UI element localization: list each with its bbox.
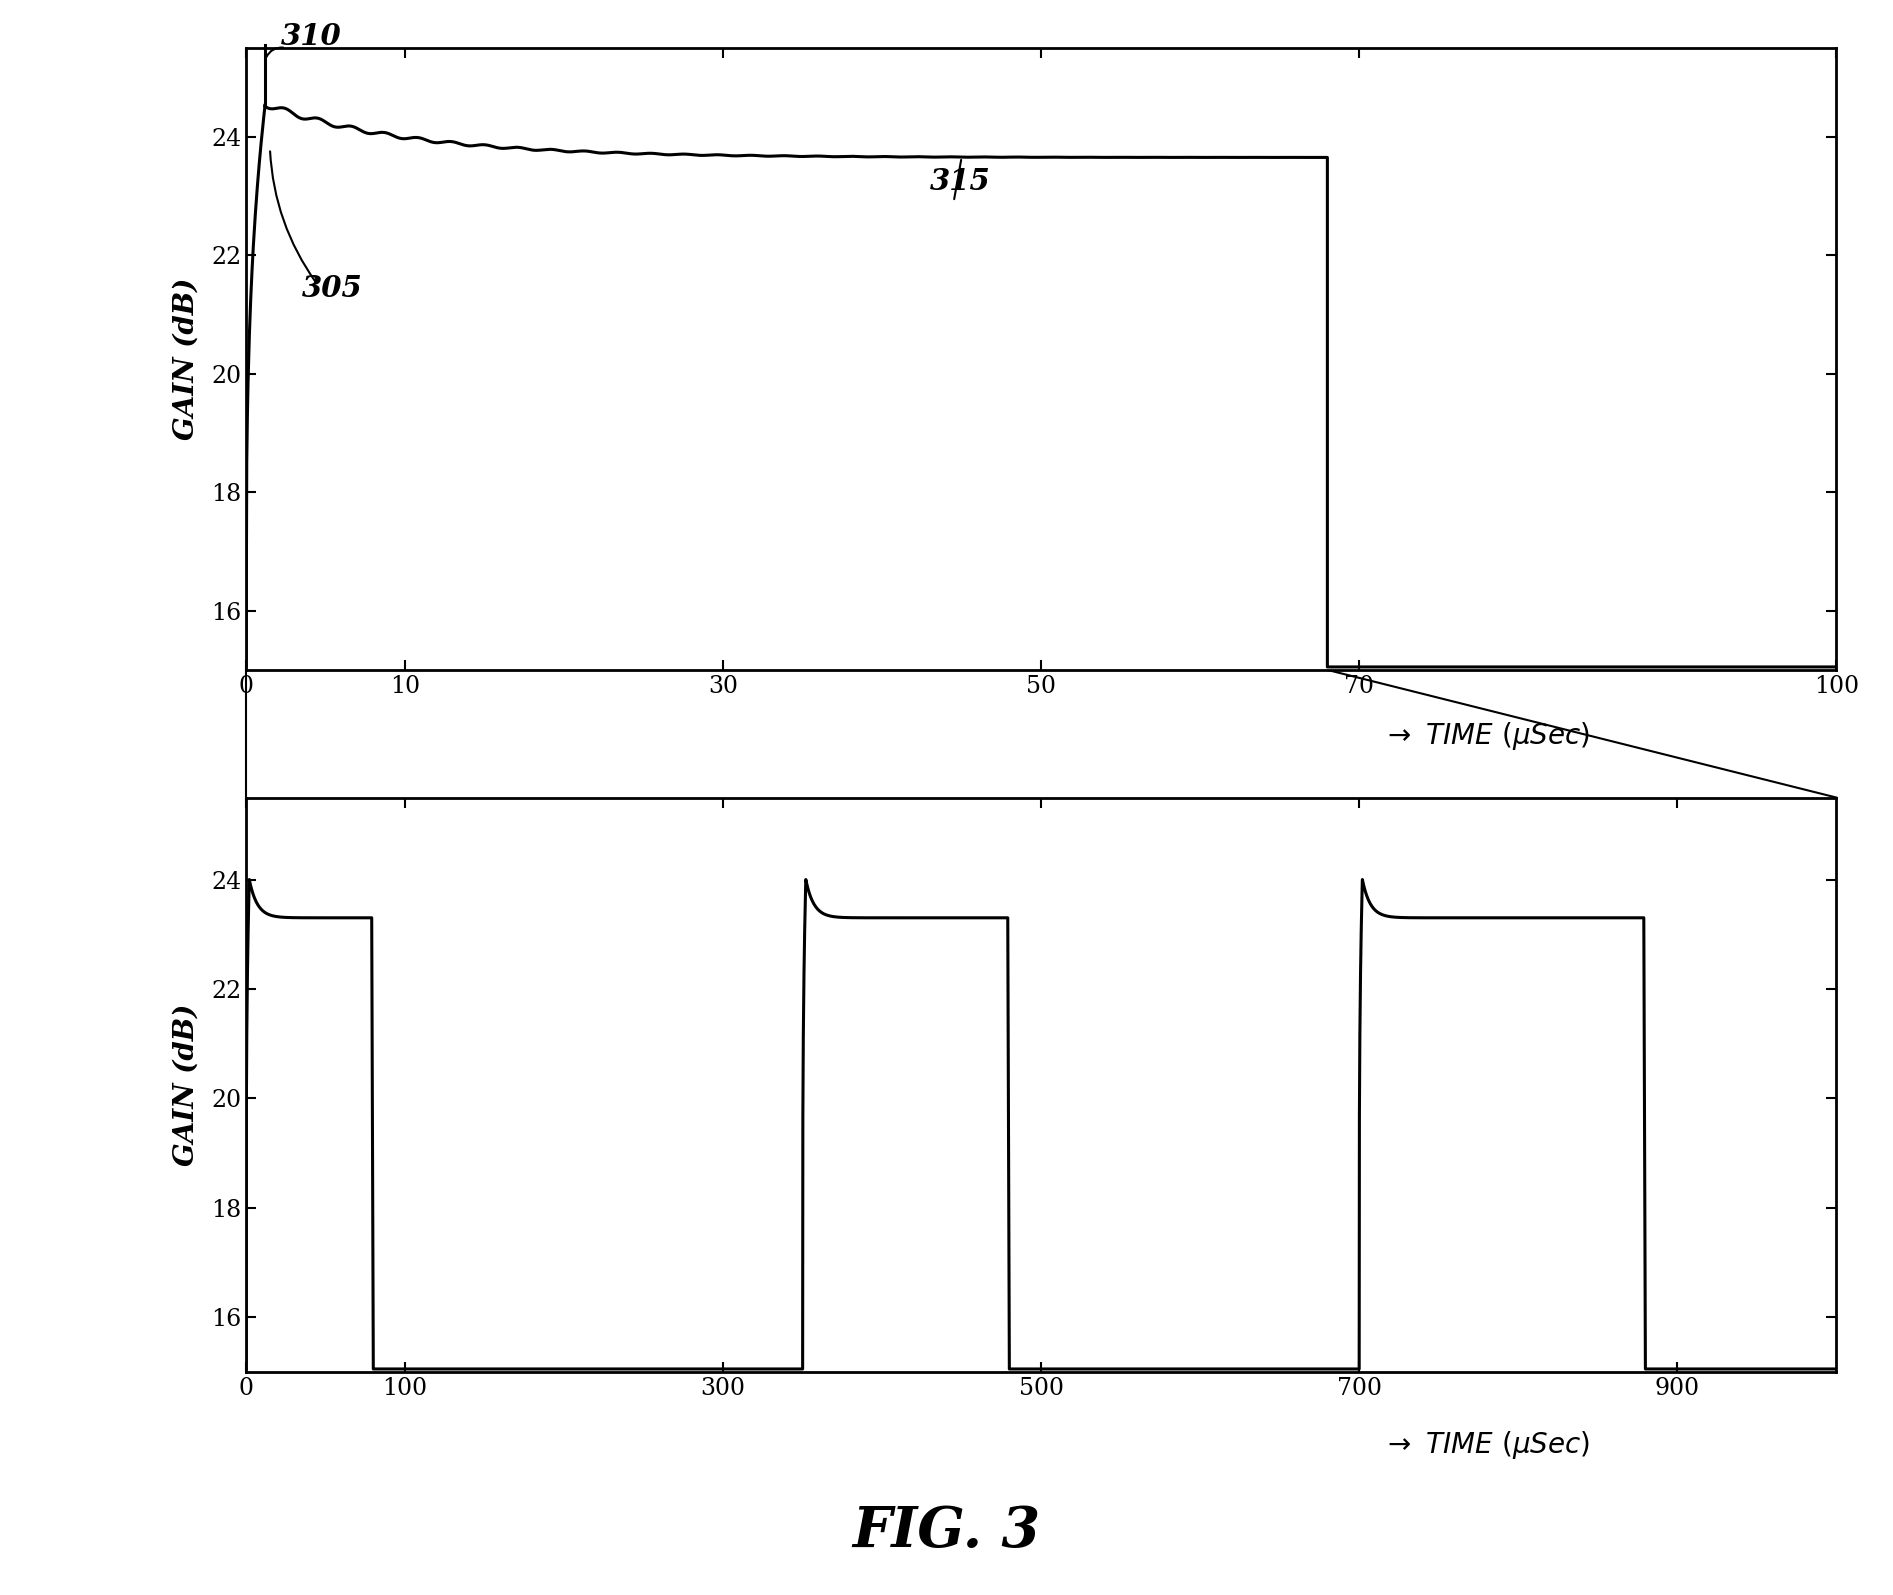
- Y-axis label: GAIN (dB): GAIN (dB): [172, 278, 201, 440]
- Y-axis label: GAIN (dB): GAIN (dB): [172, 1003, 201, 1166]
- Text: 315: 315: [929, 167, 990, 196]
- Text: 305: 305: [301, 274, 362, 303]
- Text: 310: 310: [280, 22, 343, 51]
- Text: $\rightarrow$ $\mathit{TIME\ (\mu Sec)}$: $\rightarrow$ $\mathit{TIME\ (\mu Sec)}$: [1382, 719, 1590, 751]
- Text: FIG. 3: FIG. 3: [852, 1504, 1041, 1558]
- Text: $\rightarrow$ $\mathit{TIME\ (\mu Sec)}$: $\rightarrow$ $\mathit{TIME\ (\mu Sec)}$: [1382, 1429, 1590, 1461]
